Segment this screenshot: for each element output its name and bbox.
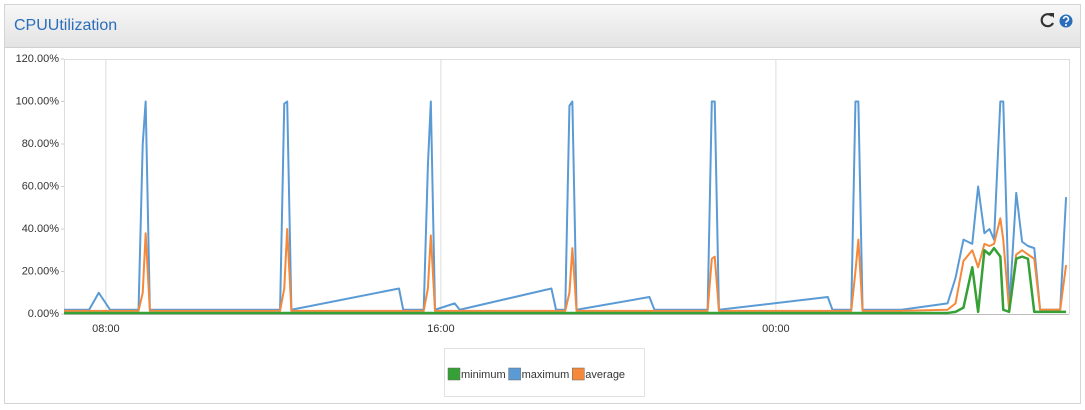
x-tick-label: 00:00 — [762, 323, 790, 335]
legend-label: average — [585, 369, 625, 381]
legend-box — [444, 348, 645, 397]
y-tick-label: 120.00% — [16, 53, 60, 65]
refresh-icon[interactable] — [1040, 13, 1054, 28]
y-tick-label: 60.00% — [22, 180, 60, 192]
panel-title: CPUUtilization — [14, 17, 117, 34]
y-tick-label: 0.00% — [28, 308, 59, 320]
y-tick-label: 80.00% — [22, 138, 60, 150]
y-tick-label: 40.00% — [22, 223, 60, 235]
panel-header — [5, 5, 1080, 47]
y-tick-label: 100.00% — [16, 95, 60, 107]
series-line — [64, 246, 1067, 315]
x-tick-label: 08:00 — [92, 323, 120, 335]
legend-label: maximum — [522, 369, 570, 381]
panel-frame — [4, 4, 1081, 404]
legend-label: minimum — [461, 369, 506, 381]
x-tick-label: 16:00 — [427, 323, 455, 335]
series-line — [64, 217, 1068, 312]
legend-swatch — [508, 367, 521, 381]
help-icon[interactable] — [1059, 14, 1073, 28]
legend-swatch — [572, 367, 585, 381]
legend-swatch — [447, 367, 461, 381]
y-tick-label: 20.00% — [22, 265, 60, 277]
